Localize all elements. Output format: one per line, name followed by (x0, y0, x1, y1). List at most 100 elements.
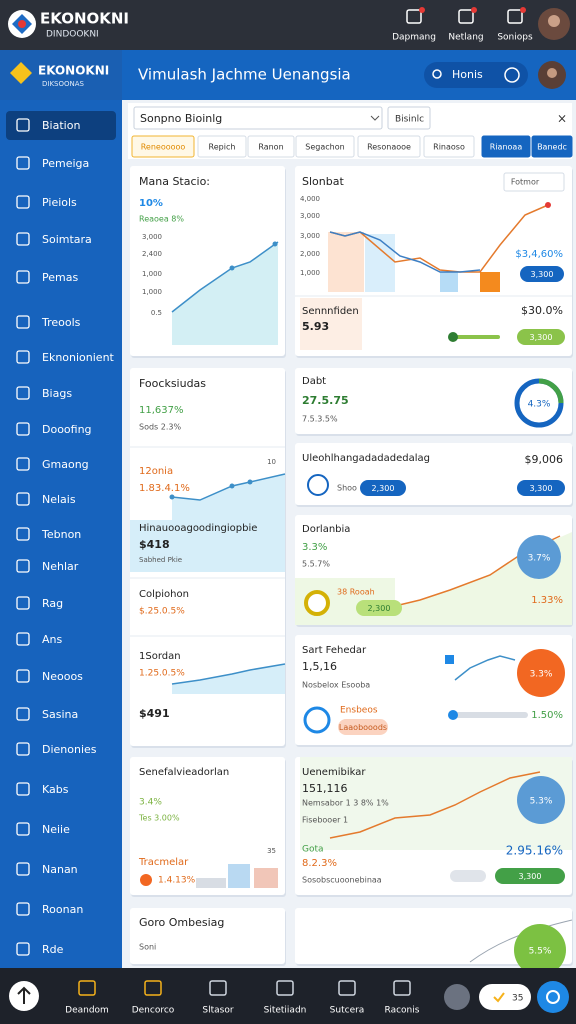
tab[interactable] (481, 135, 531, 158)
nav-icon[interactable] (16, 270, 30, 284)
tab-label[interactable]: Banedc (537, 143, 567, 152)
input-text[interactable]: Bisinlc (395, 115, 424, 125)
tab-label[interactable]: Dencorco (132, 1006, 175, 1016)
nav-icon[interactable] (16, 632, 30, 646)
nav-item[interactable]: Tebnon (41, 528, 81, 541)
tab-icon[interactable] (276, 980, 294, 996)
tab-icon[interactable] (393, 980, 411, 996)
tab[interactable] (423, 135, 475, 158)
tab[interactable] (247, 135, 295, 158)
nav-item[interactable]: Roonan (42, 903, 83, 916)
nav-item[interactable]: Rde (42, 943, 64, 956)
pill-label[interactable]: 2,300 (368, 604, 391, 613)
tab-label[interactable]: Rinaoso (433, 143, 465, 152)
nav-item[interactable]: Treools (41, 316, 81, 329)
tab-label[interactable]: Reneooooo (141, 143, 186, 152)
nav-icon[interactable] (16, 596, 30, 610)
tab-label[interactable]: Raconis (385, 1006, 420, 1016)
tab-icon[interactable] (209, 980, 227, 996)
tab[interactable] (531, 135, 573, 158)
action-label[interactable]: Dapmang (392, 33, 436, 43)
pill[interactable] (495, 868, 565, 884)
pill[interactable] (517, 329, 565, 345)
tab-label[interactable]: Rianoaa (490, 143, 523, 152)
fab[interactable] (537, 981, 569, 1013)
tab-icon[interactable] (144, 980, 162, 996)
nav-item[interactable]: Pemas (42, 271, 78, 284)
nav-icon[interactable] (16, 195, 30, 209)
nav-item[interactable]: Neiie (42, 823, 70, 836)
tab-icon[interactable] (78, 980, 96, 996)
nav-icon[interactable] (16, 742, 30, 756)
tab-label[interactable]: Sutcera (330, 1006, 365, 1016)
nav-item[interactable]: Nanan (42, 863, 78, 876)
tab-label[interactable]: Sltasor (202, 1006, 233, 1016)
nav-icon[interactable] (16, 232, 30, 246)
badge-pill[interactable] (479, 984, 531, 1010)
action-icon[interactable] (406, 9, 422, 24)
nav-icon[interactable] (16, 386, 30, 400)
pill-label[interactable]: 3,300 (519, 872, 542, 881)
close-button[interactable]: × (557, 112, 567, 126)
pill[interactable] (360, 480, 406, 496)
button[interactable] (503, 172, 565, 192)
nav-icon[interactable] (16, 527, 30, 541)
tab-label[interactable]: Segachon (305, 143, 344, 152)
nav-item[interactable]: Sasina (42, 708, 78, 721)
tab-label[interactable]: Deandom (65, 1006, 109, 1016)
tab[interactable] (197, 135, 247, 158)
badge-count[interactable]: 35 (512, 994, 523, 1004)
action-label[interactable]: Soniops (497, 33, 533, 43)
nav-item[interactable]: Neooos (42, 670, 83, 683)
nav-icon[interactable] (16, 862, 30, 876)
nav-item[interactable]: Rag (42, 597, 63, 610)
nav-item[interactable]: Gmaong (42, 458, 89, 471)
tab-label[interactable]: Resonaooe (367, 143, 411, 152)
pill[interactable] (338, 719, 388, 735)
button-label[interactable]: Fotmor (511, 178, 540, 187)
nav-item[interactable]: Nelais (42, 493, 76, 506)
pill-label[interactable]: Laaobooods (339, 723, 387, 732)
nav-icon[interactable] (16, 707, 30, 721)
tab-icon[interactable] (338, 980, 356, 996)
pill-label[interactable]: 3,300 (531, 270, 554, 279)
nav-icon[interactable] (16, 782, 30, 796)
select-text[interactable]: Sonpno Bioinlg (140, 112, 222, 125)
nav-item[interactable]: Soimtara (42, 233, 92, 246)
tab[interactable] (357, 135, 421, 158)
tab-label[interactable]: Sitetiiadn (264, 1006, 307, 1016)
header-button[interactable] (504, 67, 520, 83)
nav-icon[interactable] (16, 942, 30, 956)
nav-icon[interactable] (16, 422, 30, 436)
pill[interactable] (520, 266, 564, 282)
pill[interactable] (517, 480, 565, 496)
search-text[interactable]: Honis (452, 68, 483, 81)
nav-icon[interactable] (16, 822, 30, 836)
nav-item[interactable]: Pemeiga (42, 157, 89, 170)
nav-icon[interactable] (16, 559, 30, 573)
input[interactable] (387, 106, 431, 130)
nav-item[interactable]: Biags (42, 387, 72, 400)
nav-icon[interactable] (16, 315, 30, 329)
nav-item[interactable]: Nehlar (42, 560, 79, 573)
nav-icon[interactable] (16, 492, 30, 506)
nav-icon[interactable] (16, 457, 30, 471)
pill-label[interactable]: 2,300 (372, 484, 395, 493)
select[interactable] (133, 106, 383, 130)
search-box[interactable] (424, 62, 528, 88)
nav-icon[interactable] (16, 902, 30, 916)
tab[interactable] (295, 135, 355, 158)
nav-icon[interactable] (16, 156, 30, 170)
nav-item[interactable]: Dooofing (42, 423, 92, 436)
nav-item[interactable]: Pieiols (42, 196, 77, 209)
nav-item[interactable]: Biation (42, 119, 80, 132)
toggle[interactable] (450, 870, 486, 882)
nav-icon[interactable] (16, 118, 30, 132)
nav-item[interactable]: Dienonies (42, 743, 97, 756)
pill-label[interactable]: 3,300 (530, 484, 553, 493)
icon-button[interactable] (444, 984, 470, 1010)
nav-icon[interactable] (16, 669, 30, 683)
tab[interactable] (131, 135, 195, 158)
action-icon[interactable] (458, 9, 474, 24)
action-icon[interactable] (507, 9, 523, 24)
